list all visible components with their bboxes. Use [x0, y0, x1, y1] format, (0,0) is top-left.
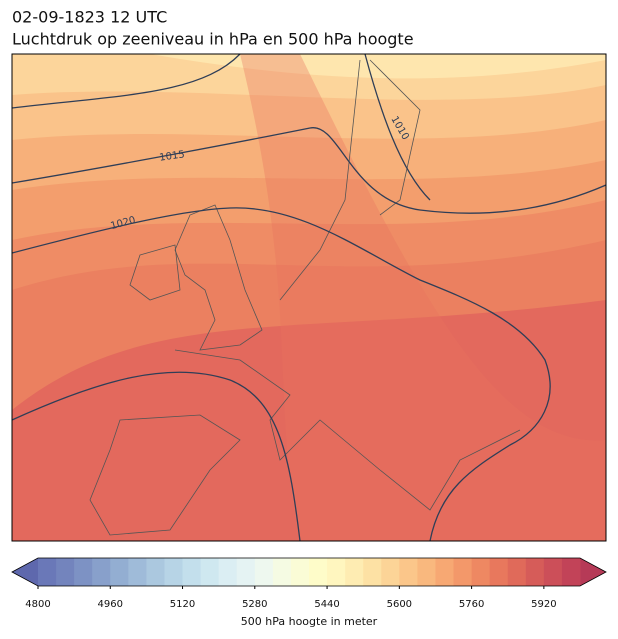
colorbar-band: [146, 558, 165, 586]
colorbar-band: [543, 558, 563, 586]
colorbar-band: [525, 558, 545, 586]
colorbar-band: [110, 558, 129, 586]
colorbar-band: [164, 558, 184, 586]
colorbar-tick-label: 4960: [98, 599, 123, 610]
colorbar-tick-label: 4800: [25, 599, 50, 610]
colorbar-outline: [11, 557, 607, 587]
colorbar-band: [345, 558, 364, 586]
colorbar-band: [128, 558, 147, 586]
colorbar-tick-label: 5280: [242, 599, 267, 610]
colorbar-band: [38, 558, 57, 586]
colorbar-band: [254, 558, 274, 586]
colorbar-band: [561, 558, 581, 586]
colorbar-band: [507, 558, 527, 586]
colorbar-label: 500 hPa hoogte in meter: [241, 615, 378, 628]
title: 02-09-1823 12 UTC: [12, 8, 167, 27]
colorbar-band: [489, 558, 509, 586]
colorbar: 4800 4960 5120 5280 5440 5600 5760 5920: [11, 557, 607, 610]
map: 1015 1020 1010: [11, 53, 607, 542]
colorbar-band: [453, 558, 473, 586]
colorbar-band: [435, 558, 455, 586]
colorbar-band: [399, 558, 418, 586]
colorbar-band: [290, 558, 310, 586]
colorbar-band: [363, 558, 382, 586]
colorbar-band: [200, 558, 220, 586]
colorbar-band: [272, 558, 292, 586]
colorbar-tick-label: 5760: [459, 599, 484, 610]
subtitle: Luchtdruk op zeeniveau in hPa en 500 hPa…: [12, 30, 414, 49]
colorbar-band: [236, 558, 256, 586]
colorbar-band: [471, 558, 491, 586]
colorbar-band: [381, 558, 400, 586]
colorbar-band: [92, 558, 111, 586]
colorbar-tick-label: 5440: [314, 599, 339, 610]
colorbar-band: [56, 558, 75, 586]
colorbar-band: [417, 558, 436, 586]
colorbar-under: [12, 558, 38, 586]
contour-label: 1015: [159, 149, 186, 163]
colorbar-band: [327, 558, 346, 586]
colorbar-band: [182, 558, 202, 586]
colorbar-band: [309, 558, 328, 586]
colorbar-tick-label: 5120: [170, 599, 195, 610]
colorbar-band: [74, 558, 93, 586]
colorbar-band: [218, 558, 238, 586]
colorbar-over: [580, 558, 606, 586]
colorbar-tick-label: 5920: [531, 599, 556, 610]
colorbar-tick-label: 5600: [387, 599, 412, 610]
